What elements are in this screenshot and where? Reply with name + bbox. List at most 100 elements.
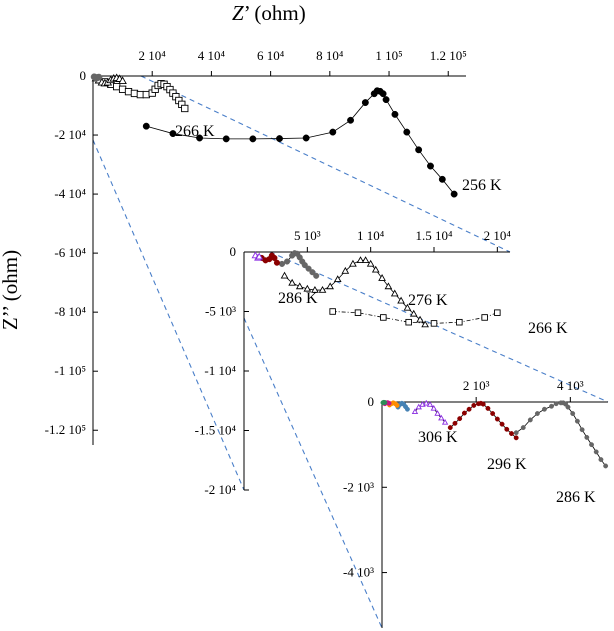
- inset2-data-point: [457, 416, 463, 422]
- main-data-point: [130, 89, 139, 98]
- main-data-point: [302, 134, 310, 142]
- y-axis-title: Z’’ (ohm): [0, 250, 22, 330]
- inset2-data-point: [382, 400, 388, 405]
- inset1-y-tick-label: 0: [230, 244, 237, 259]
- inset1-data-point: [278, 260, 286, 267]
- inset1-x-tick-label: 1 10⁴: [357, 228, 385, 243]
- inset1-series-label: 276 K: [408, 292, 448, 309]
- main-data-point: [95, 73, 103, 81]
- inset1-data-point: [371, 265, 380, 273]
- inset1-data-point: [405, 318, 412, 326]
- inset2-data-point: [471, 402, 477, 408]
- inset1-data-point: [303, 284, 312, 292]
- inset2-data-point: [579, 427, 585, 433]
- inset1-series-266k: 266 K: [329, 308, 568, 337]
- inset1-data-point: [311, 285, 319, 293]
- inset2-x-tick-label: 2 10³: [463, 378, 490, 393]
- inset2-y-tick-label: -2 10³: [343, 479, 374, 494]
- inset-panel-2: 2 10³ 4 10³ 0 -2 10³ -4 10³ 286 K 296 K 306 K: [343, 378, 609, 628]
- main-x-tick-label: 1.2 10⁵: [430, 48, 467, 63]
- inset2-series-label: 296 K: [487, 456, 527, 473]
- inset2-data-point: [494, 416, 500, 422]
- inset1-data-point: [416, 315, 424, 323]
- inset2-data-point: [584, 434, 590, 440]
- inset2-data-point: [430, 404, 437, 411]
- inset2-series-286k: 286 K: [513, 400, 609, 506]
- inset1-data-point: [271, 254, 278, 262]
- inset1-x-tick-label: 1.5 10⁴: [415, 228, 453, 243]
- main-series-label: 256 K: [462, 177, 502, 194]
- inset1-data-point: [390, 289, 399, 297]
- inset1-data-point: [378, 274, 386, 281]
- zoom-guide-line: [243, 317, 383, 629]
- zoom-guide-lines: [92, 75, 609, 629]
- main-data-point: [450, 190, 458, 198]
- inset1-data-point: [305, 265, 312, 272]
- main-y-tick-label: -2 10⁴: [54, 127, 86, 142]
- inset1-data-point: [341, 266, 350, 274]
- inset2-data-point: [570, 411, 576, 416]
- main-data-point: [124, 87, 133, 96]
- inset1-data-point: [456, 318, 463, 326]
- inset2-data-point: [394, 402, 400, 408]
- inset1-data-point: [273, 259, 280, 266]
- inset2-data-point: [499, 421, 505, 427]
- main-data-point: [382, 96, 390, 104]
- inset2-data-point: [485, 405, 491, 411]
- main-data-point: [196, 134, 204, 142]
- inset2-data-point: [434, 410, 441, 416]
- inset2-data-point: [386, 400, 392, 406]
- main-x-tick-label: 2 10⁴: [139, 48, 167, 63]
- inset1-x-tick-label: 2 10⁴: [484, 228, 512, 243]
- main-x-tick-label: 1 10⁵: [375, 48, 402, 63]
- inset2-data-point: [574, 418, 580, 424]
- inset-panel-1: 5 10³ 1 10⁴ 1.5 10⁴ 2 10⁴ 0 -5 10³ -1 10⁴ -1.5 …: [195, 228, 568, 497]
- x-axis-title-unit: ’ (ohm): [244, 1, 306, 25]
- inset2-data-point: [509, 431, 514, 437]
- main-data-point: [136, 90, 145, 99]
- inset2-data-point: [461, 410, 467, 416]
- main-data-point: [142, 122, 150, 130]
- main-data-point: [142, 90, 150, 99]
- main-y-tick-label: -1.2 10⁵: [45, 422, 86, 437]
- inset1-data-point: [301, 262, 308, 269]
- inset1-data-point: [313, 272, 320, 279]
- inset1-data-point: [430, 320, 438, 327]
- inset2-data-point: [452, 420, 458, 426]
- inset2-series-3: [395, 400, 410, 412]
- main-data-point: [391, 110, 399, 118]
- main-series-256k: 256 K: [142, 87, 502, 198]
- inset2-data-point: [447, 425, 453, 431]
- inset1-series-label: 266 K: [528, 320, 568, 337]
- inset2-data-point: [438, 414, 445, 421]
- main-data-point: [427, 162, 434, 170]
- inset1-data-point: [280, 271, 289, 279]
- inset2-data-point: [423, 399, 430, 406]
- inset1-y-tick-label: -1.5 10⁴: [195, 423, 237, 438]
- inset1-series-306k: [251, 251, 264, 261]
- main-data-point: [329, 128, 337, 136]
- inset1-data-point: [318, 285, 327, 293]
- inset1-y-tick-label: -1 10⁴: [204, 363, 236, 378]
- inset1-data-point: [333, 275, 342, 283]
- main-y-tick-label: -4 10⁴: [54, 186, 86, 201]
- inset2-data-point: [480, 401, 486, 407]
- inset1-data-point: [309, 269, 316, 276]
- inset2-series-306k: 306 K: [411, 399, 458, 446]
- inset2-data-point: [411, 408, 419, 415]
- main-x-tick-label: 4 10⁴: [198, 48, 226, 63]
- inset1-data-point: [384, 282, 393, 290]
- x-axis-title: Z’ (ohm): [232, 1, 306, 25]
- inset2-data-point: [466, 406, 472, 412]
- inset1-series-label: 286 K: [278, 290, 318, 307]
- inset2-data-point: [520, 425, 526, 431]
- main-data-point: [361, 99, 369, 107]
- zoom-guide-line: [92, 139, 245, 491]
- inset1-data-point: [409, 309, 418, 317]
- inset2-data-point: [490, 411, 496, 416]
- inset2-data-point: [534, 411, 540, 416]
- inset1-y-tick-label: -5 10³: [205, 304, 236, 319]
- inset2-data-point: [426, 401, 434, 407]
- inset1-data-point: [494, 309, 501, 316]
